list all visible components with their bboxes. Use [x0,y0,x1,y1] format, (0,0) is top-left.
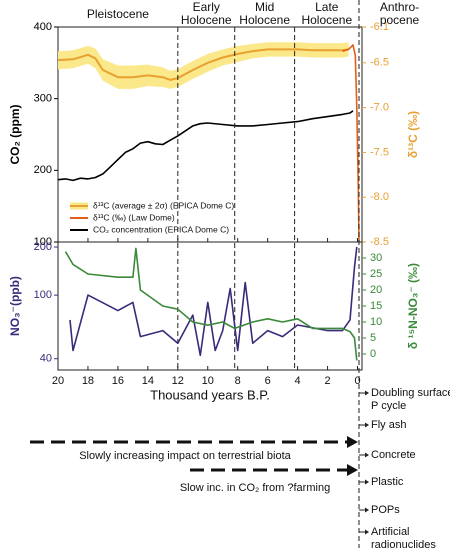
event-label: POPs [371,504,400,516]
y2-tick-label: 25 [370,268,382,280]
event-label: P cycle [371,400,406,412]
y2-tick-label: -8.0 [370,191,389,203]
period-label: Holocene [239,13,290,27]
event-arrowhead [365,390,370,396]
x-tick-label: 14 [142,375,154,387]
x-tick-label: 6 [265,375,271,387]
trend-label: Slowly increasing impact on terrestrial … [79,450,291,462]
x-tick-label: 2 [324,375,330,387]
x-tick-label: 18 [82,375,94,387]
x-tick-label: 8 [235,375,241,387]
x-tick-label: 16 [112,375,124,387]
x-tick-label: 20 [52,375,64,387]
y2-tick-label: 10 [370,316,382,328]
event-arrowhead [365,452,370,458]
y2-tick-label: -7.0 [370,102,389,114]
y-tick-label: 40 [40,353,52,365]
x-tick-label: 4 [295,375,301,387]
period-label: Pleistocene [87,7,149,21]
y-tick-label: 200 [34,241,52,253]
trend-arrowhead [347,464,359,476]
period-label: Early [193,0,220,14]
y2-tick-label: 20 [370,284,382,296]
event-label: Plastic [371,476,404,488]
trend-label: Slow inc. in CO₂ from ?farming [180,482,330,494]
event-label: Doubling surface [371,387,450,399]
y2-tick-label: -6.5 [370,57,389,69]
y2-tick-label: 15 [370,300,382,312]
y-tick-label: 200 [34,164,52,176]
plot-frame [57,241,363,371]
event-arrowhead [365,529,370,535]
y2-axis-label: δ¹³C (‰) [406,111,420,158]
y-tick-label: 100 [34,289,52,301]
y-axis-label: CO₂ (ppm) [8,105,22,165]
y2-tick-label: 30 [370,252,382,264]
y-tick-label: 100 [34,236,52,248]
trend-arrowhead [347,436,359,448]
y2-tick-label: 5 [370,332,376,344]
y-tick-label: 400 [34,21,52,33]
event-arrowhead [365,479,370,485]
y2-tick-label: -6.1 [370,21,389,33]
period-label: Mid [255,0,274,14]
data-line [69,246,358,357]
data-line [57,48,349,81]
data-line [64,247,358,361]
data-line [57,110,354,182]
y2-axis-label: δ ¹⁵N-NO₃⁻ (‰) [406,263,420,349]
period-label: Holocene [301,13,352,27]
period-label: pocene [380,13,420,27]
event-label: Concrete [371,449,416,461]
legend-label: δ¹³C (‰) (Law Dome) [93,212,175,222]
legend-label: CO₂ concentration (EPICA Dome C) [93,224,229,234]
y-tick-label: 300 [34,93,52,105]
data-line [342,44,360,243]
legend-label: δ¹³C (average ± 2σ) (EPICA Dome C) [93,200,234,210]
y2-tick-label: 0 [370,348,376,360]
event-arrowhead [365,507,370,513]
x-axis-label: Thousand years B.P. [150,387,270,402]
event-arrowhead [365,422,370,428]
x-tick-label: 12 [172,375,184,387]
period-label: Late [315,0,339,14]
period-label: Holocene [181,13,232,27]
y2-tick-label: -8.5 [370,236,389,248]
x-tick-label: 10 [202,375,214,387]
event-label: Fly ash [371,419,406,431]
event-label: radionuclides [371,539,436,548]
y2-tick-label: -7.5 [370,146,389,158]
y-axis-label: NO₃⁻(ppb) [8,276,22,336]
x-tick-label: 0 [354,375,360,387]
period-label: Anthro- [380,0,419,14]
event-label: Artificial [371,526,410,538]
